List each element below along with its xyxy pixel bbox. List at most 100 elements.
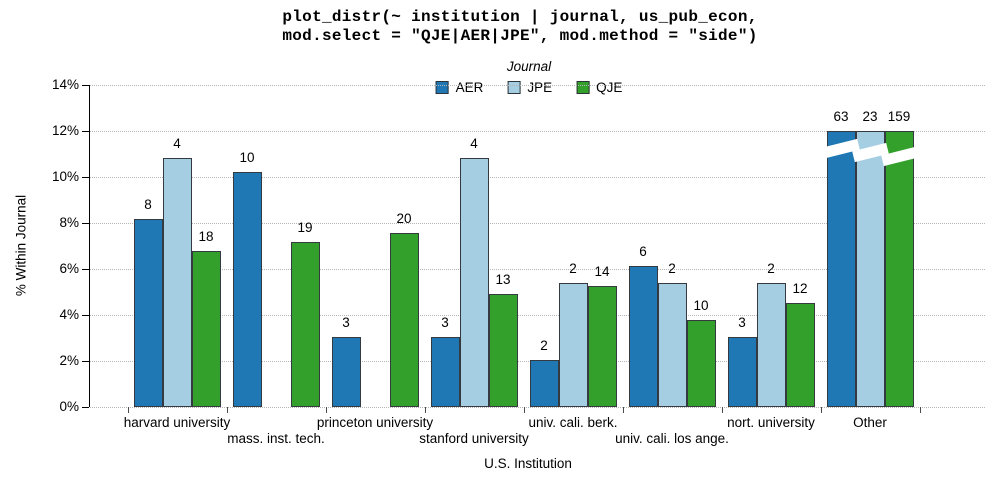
y-axis-tick <box>82 85 89 86</box>
y-axis-tick <box>82 269 89 270</box>
bar-count-label: 4 <box>470 136 478 152</box>
bar-count-label: 10 <box>239 150 255 166</box>
y-axis-line <box>89 85 90 407</box>
bar-count-label: 10 <box>693 298 709 314</box>
y-axis-tick <box>82 361 89 362</box>
x-category-label: mass. inst. tech. <box>227 431 325 446</box>
plot-title-line2: mod.select = "QJE|AER|JPE", mod.method =… <box>282 27 758 45</box>
plot-title-line1: plot_distr(~ institution | journal, us_p… <box>282 8 758 26</box>
bar-qje-5 <box>686 320 716 407</box>
gridline <box>90 177 985 178</box>
x-category-label: Other <box>853 415 887 430</box>
bar-qje-2 <box>389 233 419 407</box>
bar-jpe-0 <box>162 158 192 407</box>
y-axis-tick <box>82 177 89 178</box>
bar-aer-5 <box>628 266 658 407</box>
bar-count-label: 19 <box>297 220 313 236</box>
y-tick-label: 12% <box>51 123 79 138</box>
legend-item-aer: AER <box>435 80 484 95</box>
legend-item-qje: QJE <box>576 80 622 95</box>
x-axis-tick <box>919 407 921 413</box>
x-category-label: harvard university <box>123 415 231 430</box>
bar-jpe-5 <box>657 282 687 407</box>
bar-qje-3 <box>488 294 518 407</box>
x-category-label: nort. university <box>727 415 815 430</box>
y-tick-label: 8% <box>59 215 79 230</box>
y-axis-tick <box>82 223 89 224</box>
bar-aer-1 <box>232 172 262 407</box>
gridline <box>90 223 985 224</box>
legend-label: AER <box>455 80 484 95</box>
x-axis-tick <box>523 407 525 413</box>
bar-aer-7 <box>826 131 856 407</box>
x-category-label: stanford university <box>419 431 529 446</box>
bar-count-label: 4 <box>173 136 181 152</box>
bar-count-label: 2 <box>668 260 676 276</box>
y-tick-label: 10% <box>51 169 79 184</box>
legend-label: QJE <box>596 80 623 95</box>
bar-qje-0 <box>191 250 221 407</box>
bar-jpe-3 <box>459 158 489 407</box>
x-axis-tick <box>127 407 129 413</box>
bar-qje-7 <box>884 131 914 407</box>
x-category-label: princeton university <box>316 415 434 430</box>
y-axis-label: % Within Journal <box>13 194 29 297</box>
y-tick-label: 14% <box>51 77 79 92</box>
gridline <box>90 315 985 316</box>
x-axis-label: U.S. Institution <box>484 456 572 471</box>
legend-item-jpe: JPE <box>507 80 552 95</box>
bar-jpe-4 <box>558 282 588 407</box>
bar-count-label: 63 <box>833 109 849 125</box>
bar-count-label: 2 <box>767 260 775 276</box>
bar-count-label: 3 <box>342 314 350 330</box>
plot-title: plot_distr(~ institution | journal, us_p… <box>282 8 757 46</box>
bar-count-label: 2 <box>540 338 548 354</box>
bar-qje-1 <box>290 242 320 407</box>
legend-title: Journal <box>506 59 552 74</box>
y-axis-tick <box>82 131 89 132</box>
x-axis-tick <box>325 407 327 413</box>
bar-qje-6 <box>785 302 815 407</box>
bar-count-label: 3 <box>441 314 449 330</box>
legend-label: JPE <box>527 80 553 95</box>
bar-count-label: 13 <box>495 272 511 288</box>
gridline <box>90 85 985 86</box>
bar-qje-4 <box>587 285 617 407</box>
x-axis-tick <box>622 407 624 413</box>
bar-aer-4 <box>529 360 559 407</box>
legend-swatch-aer <box>435 81 449 94</box>
legend-swatch-qje <box>576 81 590 94</box>
bar-aer-3 <box>430 336 460 407</box>
x-axis-tick <box>820 407 822 413</box>
y-tick-label: 2% <box>59 353 79 368</box>
gridline <box>90 407 985 408</box>
plot-area: 8 4 18 10 19 3 20 3 4 13 2 2 14 6 2 10 3 2 12 63 23 159 <box>89 85 985 413</box>
bar-count-label: 3 <box>738 314 746 330</box>
legend: AER JPE QJE <box>435 80 622 95</box>
y-tick-label: 6% <box>59 261 79 276</box>
bar-count-label: 12 <box>792 280 808 296</box>
bar-count-label: 18 <box>198 228 214 244</box>
bar-count-label: 2 <box>569 260 577 276</box>
y-axis-tick <box>82 315 89 316</box>
y-tick-label: 0% <box>59 399 79 414</box>
x-axis-tick <box>226 407 228 413</box>
bar-aer-0 <box>133 219 163 407</box>
y-axis-tick <box>82 407 89 408</box>
bar-aer-6 <box>727 336 757 407</box>
x-axis-tick <box>424 407 426 413</box>
bar-count-label: 14 <box>594 263 610 279</box>
x-category-label: univ. cali. los ange. <box>615 431 729 446</box>
bar-jpe-7 <box>855 131 885 407</box>
bar-aer-2 <box>331 336 361 407</box>
bar-count-label: 20 <box>396 211 412 227</box>
y-tick-label: 4% <box>59 307 79 322</box>
bar-jpe-6 <box>756 282 786 407</box>
x-axis-tick <box>721 407 723 413</box>
x-category-label: univ. cali. berk. <box>528 415 618 430</box>
gridline <box>90 131 985 132</box>
bar-count-label: 23 <box>862 109 878 125</box>
bar-count-label: 6 <box>639 244 647 260</box>
gridline <box>90 269 985 270</box>
